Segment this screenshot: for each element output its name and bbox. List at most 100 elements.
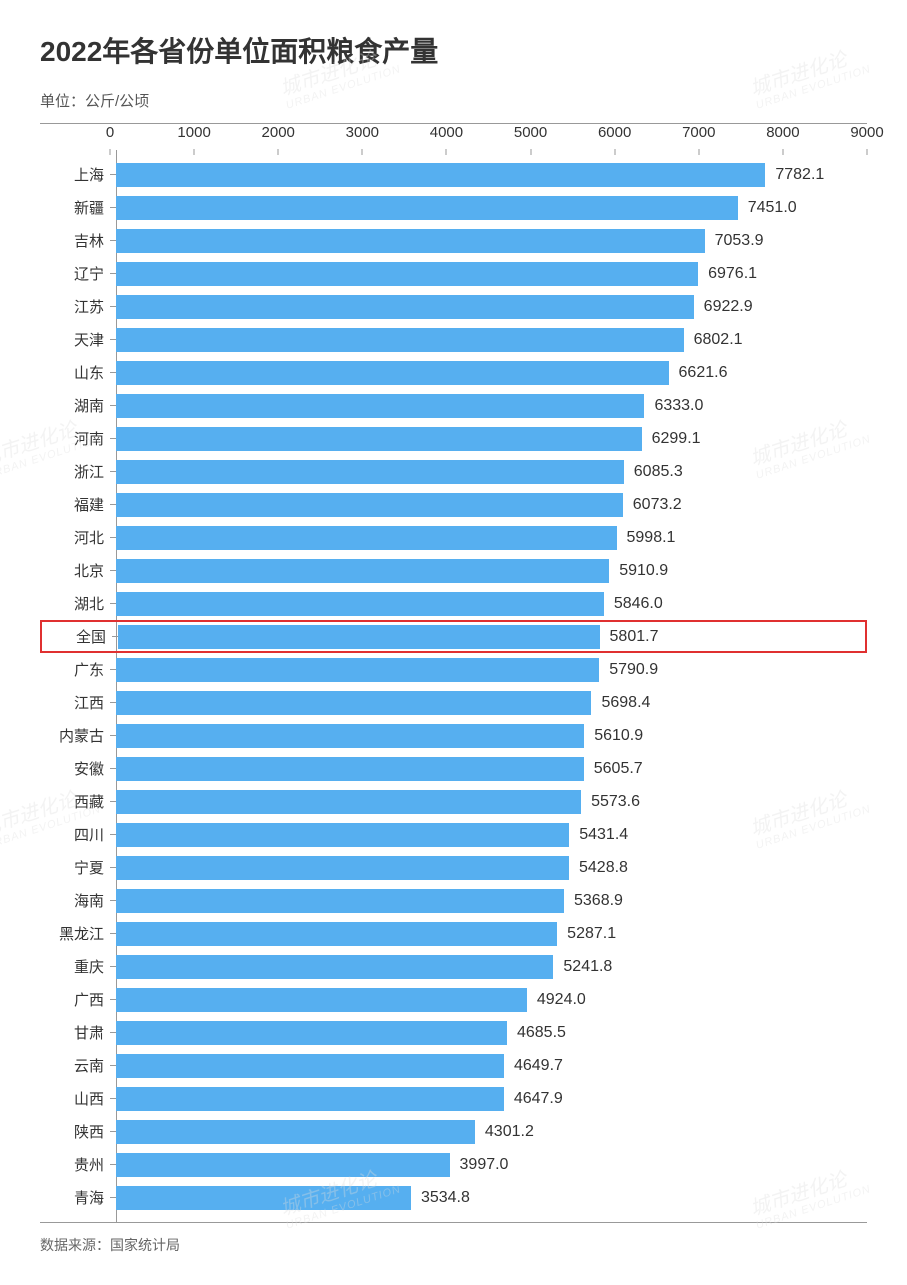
y-label: 山西 bbox=[40, 1088, 110, 1109]
value-label: 5698.4 bbox=[601, 694, 650, 712]
bar-row: 宁夏 5428.8 bbox=[40, 851, 867, 884]
bars-area: 上海 7782.1 新疆 7451.0 吉林7053.9 辽宁 6976.1 江苏 6922.9… bbox=[40, 150, 867, 1222]
bar bbox=[116, 1087, 504, 1111]
bar bbox=[118, 625, 600, 649]
x-tick-label: 5000 bbox=[514, 124, 547, 141]
value-label: 5910.9 bbox=[619, 562, 668, 580]
bar-row: 辽宁 6976.1 bbox=[40, 257, 867, 290]
bar-row: 黑龙江 5287.1 bbox=[40, 917, 867, 950]
bar-track: 6073.2 bbox=[116, 488, 867, 521]
bar-row: 江西 5698.4 bbox=[40, 686, 867, 719]
bar-row: 上海 7782.1 bbox=[40, 158, 867, 191]
y-label: 江西 bbox=[40, 692, 110, 713]
source-label: 数据来源：国家统计局 bbox=[40, 1235, 867, 1255]
bar-track: 6802.1 bbox=[116, 323, 867, 356]
bar bbox=[116, 1054, 504, 1078]
bar-row: 西藏5573.6 bbox=[40, 785, 867, 818]
bar-row: 甘肃 4685.5 bbox=[40, 1016, 867, 1049]
bar-row: 浙江6085.3 bbox=[40, 455, 867, 488]
value-label: 5431.4 bbox=[579, 826, 628, 844]
bar-track: 5431.4 bbox=[116, 818, 867, 851]
y-label: 湖北 bbox=[40, 593, 110, 614]
bar-track: 6299.1 bbox=[116, 422, 867, 455]
bar-row: 内蒙古 5610.9 bbox=[40, 719, 867, 752]
y-label: 四川 bbox=[40, 824, 110, 845]
value-label: 6333.0 bbox=[654, 397, 703, 415]
bar-row: 湖北 5846.0 bbox=[40, 587, 867, 620]
bar-track: 6085.3 bbox=[116, 455, 867, 488]
value-label: 5801.7 bbox=[610, 628, 659, 646]
x-axis: 0100020003000400050006000700080009000 bbox=[110, 124, 867, 150]
bar bbox=[116, 394, 644, 418]
bar bbox=[116, 328, 684, 352]
y-label: 宁夏 bbox=[40, 857, 110, 878]
y-label: 江苏 bbox=[40, 296, 110, 317]
x-tick-label: 4000 bbox=[430, 124, 463, 141]
bar-row: 青海3534.8 bbox=[40, 1181, 867, 1214]
bar bbox=[116, 1186, 411, 1210]
bar bbox=[116, 1120, 475, 1144]
bar-track: 6333.0 bbox=[116, 389, 867, 422]
bar-track: 5287.1 bbox=[116, 917, 867, 950]
value-label: 6922.9 bbox=[704, 298, 753, 316]
bar bbox=[116, 493, 623, 517]
bar-row: 广东5790.9 bbox=[40, 653, 867, 686]
value-label: 3534.8 bbox=[421, 1189, 470, 1207]
value-label: 5368.9 bbox=[574, 892, 623, 910]
bar-row: 湖南 6333.0 bbox=[40, 389, 867, 422]
bar bbox=[116, 955, 553, 979]
value-label: 4647.9 bbox=[514, 1090, 563, 1108]
bar-track: 6621.6 bbox=[116, 356, 867, 389]
bar-track: 4685.5 bbox=[116, 1016, 867, 1049]
y-label: 甘肃 bbox=[40, 1022, 110, 1043]
value-label: 5605.7 bbox=[594, 760, 643, 778]
bar-track: 5428.8 bbox=[116, 851, 867, 884]
y-label: 黑龙江 bbox=[40, 923, 110, 944]
bar-row: 新疆 7451.0 bbox=[40, 191, 867, 224]
bar-track: 4647.9 bbox=[116, 1082, 867, 1115]
value-label: 5610.9 bbox=[594, 727, 643, 745]
y-label: 辽宁 bbox=[40, 263, 110, 284]
bar-row: 四川 5431.4 bbox=[40, 818, 867, 851]
bar-track: 5846.0 bbox=[116, 587, 867, 620]
value-label: 6976.1 bbox=[708, 265, 757, 283]
bar bbox=[116, 1153, 450, 1177]
bar-track: 4649.7 bbox=[116, 1049, 867, 1082]
bar-track: 3997.0 bbox=[116, 1148, 867, 1181]
bar bbox=[116, 526, 617, 550]
y-label: 新疆 bbox=[40, 197, 110, 218]
bar-row: 河南6299.1 bbox=[40, 422, 867, 455]
value-label: 4301.2 bbox=[485, 1123, 534, 1141]
y-label: 广东 bbox=[40, 659, 110, 680]
bar bbox=[116, 196, 738, 220]
bar-track: 5368.9 bbox=[116, 884, 867, 917]
y-label: 广西 bbox=[40, 989, 110, 1010]
bar-row: 重庆5241.8 bbox=[40, 950, 867, 983]
value-label: 7451.0 bbox=[748, 199, 797, 217]
value-label: 5998.1 bbox=[627, 529, 676, 547]
y-label: 内蒙古 bbox=[40, 725, 110, 746]
bar bbox=[116, 460, 624, 484]
bar-track: 6922.9 bbox=[116, 290, 867, 323]
x-tick-label: 0 bbox=[106, 124, 114, 141]
y-label: 山东 bbox=[40, 362, 110, 383]
bar-track: 7782.1 bbox=[116, 158, 867, 191]
y-label: 湖南 bbox=[40, 395, 110, 416]
bar bbox=[116, 361, 669, 385]
y-label: 上海 bbox=[40, 164, 110, 185]
y-label: 福建 bbox=[40, 494, 110, 515]
bar-row: 江苏 6922.9 bbox=[40, 290, 867, 323]
bar bbox=[116, 757, 584, 781]
bar bbox=[116, 229, 705, 253]
bar-track: 5573.6 bbox=[116, 785, 867, 818]
value-label: 4924.0 bbox=[537, 991, 586, 1009]
x-tick-label: 7000 bbox=[682, 124, 715, 141]
bar bbox=[116, 691, 591, 715]
bar-row: 山西 4647.9 bbox=[40, 1082, 867, 1115]
bar bbox=[116, 988, 527, 1012]
bar bbox=[116, 790, 581, 814]
value-label: 4685.5 bbox=[517, 1024, 566, 1042]
value-label: 7782.1 bbox=[775, 166, 824, 184]
bar-row: 吉林7053.9 bbox=[40, 224, 867, 257]
bar-row: 广西 4924.0 bbox=[40, 983, 867, 1016]
